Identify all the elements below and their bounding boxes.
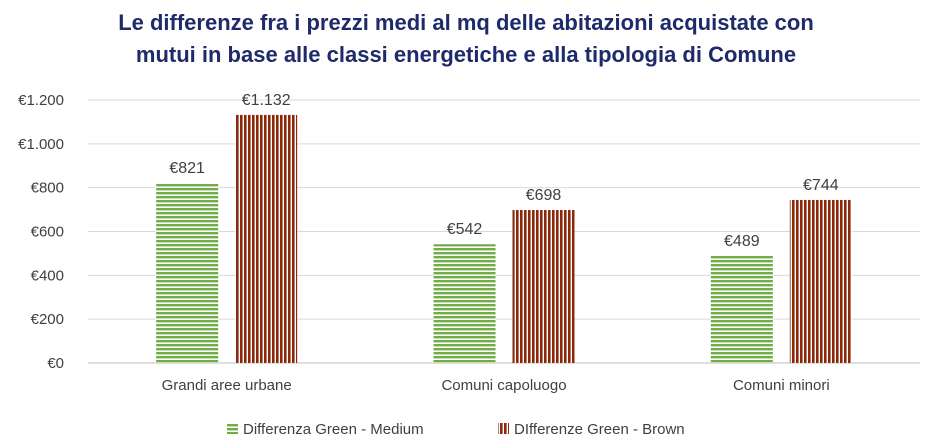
data-label: €821 [169, 160, 205, 177]
bar-green-medium [156, 183, 219, 363]
y-tick-label: €1.200 [18, 92, 64, 109]
data-label: €489 [724, 233, 760, 250]
legend-swatch-green-brown [498, 423, 509, 434]
chart-title-line-2: mutui in base alle classi energetiche e … [136, 42, 796, 67]
data-label: €542 [447, 221, 483, 238]
y-tick-label: €0 [47, 355, 64, 372]
data-labels: €821 €1.132 €542 €698 €489 €744 [169, 92, 838, 250]
bar-green-medium [710, 255, 773, 363]
legend-label-green-medium: Differenza Green - Medium [243, 421, 424, 438]
chart-title-line-1: Le differenze fra i prezzi medi al mq de… [118, 10, 814, 35]
bar-green-medium [433, 244, 496, 363]
y-tick-label: €200 [31, 311, 64, 328]
data-label: €698 [526, 187, 562, 204]
legend-swatch-green-medium [227, 423, 238, 434]
y-tick-label: €800 [31, 180, 64, 197]
legend-label-green-brown: DIfferenze Green - Brown [514, 421, 685, 438]
bar-green-brown [235, 114, 298, 363]
x-category-label: Grandi aree urbane [162, 377, 292, 394]
data-label: €1.132 [242, 92, 291, 109]
x-axis: Grandi aree urbane Comuni capoluogo Comuni… [162, 377, 830, 394]
data-label: €744 [803, 177, 839, 194]
gridlines [88, 99, 920, 364]
y-tick-label: €400 [31, 267, 64, 284]
bar-green-brown [789, 199, 852, 363]
x-category-label: Comuni minori [733, 377, 830, 394]
legend: Differenza Green - Medium DIfferenze Gre… [227, 421, 685, 438]
y-tick-label: €600 [31, 224, 64, 241]
bars [156, 114, 852, 363]
bar-green-brown [512, 210, 575, 363]
y-axis: €0 €200 €400 €600 €800 €1.000 €1.200 [18, 92, 64, 372]
y-tick-label: €1.000 [18, 136, 64, 153]
x-category-label: Comuni capoluogo [441, 377, 566, 394]
